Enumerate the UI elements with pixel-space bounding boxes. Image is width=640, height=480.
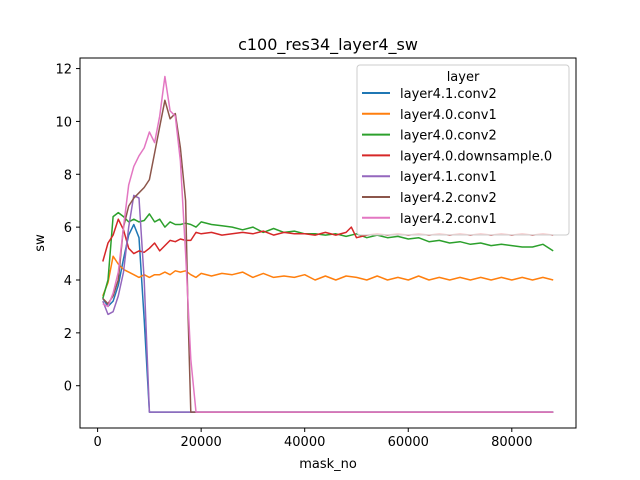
x-tick-label: 60000 (388, 435, 429, 450)
legend-label: layer4.0.downsample.0 (400, 149, 552, 164)
y-tick-label: 12 (55, 63, 72, 78)
y-tick-label: 2 (64, 327, 72, 342)
series-line-4 (102, 194, 554, 413)
y-tick-label: 4 (64, 274, 72, 289)
x-axis: 0 20000 40000 60000 80000 (93, 428, 532, 450)
y-tick-label: 0 (64, 380, 72, 395)
y-axis-label: sw (33, 234, 48, 252)
chart-title: c100_res34_layer4_sw (238, 35, 418, 55)
legend-label: layer4.0.conv1 (400, 108, 497, 123)
y-tick-label: 8 (64, 168, 72, 183)
legend-label: layer4.2.conv2 (400, 191, 497, 206)
x-tick-label: 80000 (491, 435, 532, 450)
plot-area-frame (79, 57, 577, 429)
series-line-1 (102, 255, 554, 297)
y-axis: 0 2 4 6 8 10 12 (55, 63, 80, 395)
legend-label: layer4.1.conv1 (400, 170, 497, 185)
series-line-0 (102, 223, 554, 413)
series-line-2 (102, 211, 554, 299)
legend-label: layer4.0.conv2 (400, 129, 497, 144)
series-line-6 (102, 75, 554, 413)
x-tick-label: 20000 (180, 435, 221, 450)
x-tick-label: 40000 (284, 435, 325, 450)
x-tick-label: 0 (93, 435, 101, 450)
x-axis-label: mask_no (299, 457, 357, 472)
plot-lines (102, 75, 554, 413)
y-tick-label: 6 (64, 221, 72, 236)
y-tick-label: 10 (55, 115, 72, 130)
legend-label: layer4.2.conv1 (400, 212, 497, 227)
legend-title: layer (447, 70, 480, 85)
legend: layer layer4.1.conv2layer4.0.conv1layer4… (356, 64, 570, 236)
legend-label: layer4.1.conv2 (400, 87, 497, 102)
series-line-5 (102, 99, 554, 413)
legend-box (356, 64, 570, 236)
legend-entries: layer4.1.conv2 layer4.0.conv1 layer4.0.con… (362, 87, 552, 227)
